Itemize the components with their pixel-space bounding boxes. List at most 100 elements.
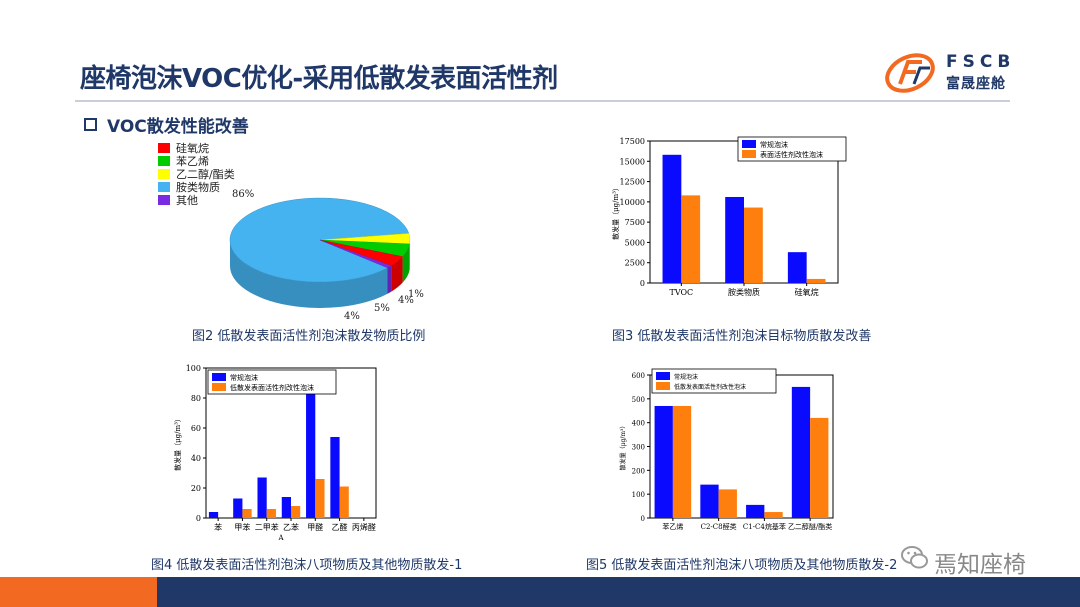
y-tick-label: 0 [196,514,201,523]
bar-regular-2 [257,477,267,518]
y-tick-label: 40 [191,454,201,463]
bar-regular-3 [791,386,811,518]
pie-side-4 [387,265,392,294]
bar-chart-svg-3: 0 100 200 300 400 500 600 散发量（μg/m³） 苯乙烯 C2-C8醛类 C… [619,368,834,531]
x-tick-label-2: 二甲苯 [255,522,279,532]
wechat-icon [901,546,928,569]
bar-regular-0 [208,512,219,518]
legend-box [651,368,777,394]
pie-legend-label-3: 胺类物质 [176,180,220,194]
y-tick-label: 20 [191,484,201,493]
x-tick-label-1: 胺类物质 [728,287,760,297]
y-axis-label: 散发量（μg/m³） [173,415,182,471]
x-tick-label-3: 乙二醇醚/酯类 [788,522,832,531]
caption-fig5: 图5 低散发表面活性剂泡沫八项物质及其他物质散发-2 [586,558,898,573]
pie-side-3 [230,240,388,308]
caption-fig3: 图3 低散发表面活性剂泡沫目标物质散发改善 [612,329,872,344]
pie-slice-4 [319,239,392,269]
y-tick-label: 600 [632,372,645,380]
legend-label-0: 常规泡沫 [674,373,698,381]
y-tick-label: 17500 [620,137,645,146]
legend-swatch-0 [212,373,226,381]
pie-legend-swatch-2 [158,169,170,179]
legend-label-1: 低散发表面活性剂改性泡沫 [674,383,746,391]
bar-modified-3 [810,417,829,518]
x-tick-label-2: C1-C4烷基苯 [743,522,786,531]
x-axis-label: A [277,534,284,542]
pie-legend-label-2: 乙二醇/酯类 [176,167,235,181]
x-tick-label-0: 苯乙烯 [662,522,683,531]
legend-swatch-0 [656,372,670,380]
x-tick-label-2: 硅氧烷 [795,287,819,297]
legend-swatch-1 [656,382,670,390]
bar-chart-svg-1: 0 2500 5000 7500 10000 12500 15000 17500 散发量（μg/… [611,136,847,297]
caption-fig2: 图2 低散发表面活性剂泡沫散发物质比例 [192,329,426,344]
legend-label-1: 低散发表面活性剂改性泡沫 [230,383,314,392]
pie-side-1 [402,243,410,283]
legend-swatch-0 [742,140,756,148]
bar-regular-4 [306,392,316,518]
pie-value-label-3: 86% [232,189,254,200]
y-tick-label: 100 [186,364,201,373]
bar-regular-0 [654,405,673,518]
y-axis-label: 散发量（μg/m³） [611,184,620,240]
bar-regular-1 [725,196,744,283]
bar-chart-fig3: 0 2500 5000 7500 10000 12500 15000 17500 散发量（μg/… [610,133,850,308]
y-tick-label: 60 [191,424,201,433]
bar-modified-1 [744,207,763,283]
x-tick-label-1: 甲苯 [234,522,250,532]
bar-chart-fig4: 0 20 40 60 80 100 散发量（μg/m³） 苯 甲苯 二甲苯 乙苯 甲醛 乙醛 丙烯醛 A 常规… [170,362,380,542]
bar-regular-2 [787,252,807,283]
x-tick-label-6: 丙烯醛 [352,522,376,532]
bar-regular-3 [281,497,291,518]
y-tick-label: 5000 [625,238,645,247]
y-tick-label: 80 [191,394,201,403]
bar-modified-4 [315,479,325,518]
pie-legend-swatch-4 [158,195,170,205]
pie-legend-label-4: 其他 [176,194,198,207]
checkbox-square-icon [84,118,97,131]
y-tick-label: 500 [632,396,645,404]
legend-label-1: 表面活性剂改性泡沫 [760,150,823,159]
title-divider [75,100,1010,102]
footer-bar-orange [0,577,157,607]
bar-modified-1 [242,509,252,518]
y-tick-label: 0 [640,279,645,288]
y-tick-label: 0 [641,515,645,523]
pie-value-label-2: 4% [344,311,360,320]
x-tick-label-3: 乙苯 [283,522,299,532]
y-tick-label: 12500 [620,178,645,187]
fscb-logo-icon [885,53,935,93]
pie-legend-label-0: 硅氧烷 [176,141,209,155]
x-tick-label-1: C2-C8醛类 [701,522,737,531]
y-tick-label: 2500 [625,259,645,268]
watermark-text: 焉知座椅 [934,552,1026,578]
legend-box [207,369,337,395]
legend-label-0: 常规泡沫 [760,140,788,149]
bar-regular-1 [700,484,719,518]
y-tick-label: 300 [632,444,645,452]
pie-legend-label-1: 苯乙烯 [176,154,209,168]
x-tick-label-4: 甲醛 [307,522,323,532]
legend-label-0: 常规泡沫 [230,373,258,382]
section-heading-text: VOC散发性能改善 [107,117,249,137]
bar-chart-svg-2: 0 20 40 60 80 100 散发量（μg/m³） 苯 甲苯 二甲苯 乙苯 甲醛 乙醛 丙烯醛 A 常规… [173,364,377,542]
bar-regular-1 [233,498,243,518]
x-tick-label-0: TVOC [670,288,694,297]
pie-side-0 [391,256,403,292]
caption-fig4: 图4 低散发表面活性剂泡沫八项物质及其他物质散发-1 [151,558,463,573]
bar-modified-5 [339,486,349,518]
bar-modified-3 [291,506,301,518]
y-tick-label: 400 [632,420,645,428]
y-tick-label: 7500 [625,218,645,227]
y-tick-label: 200 [632,467,645,475]
y-axis-label: 散发量（μg/m³） [619,423,627,471]
pie-legend-swatch-3 [158,182,170,192]
section-heading: VOC散发性能改善 [84,112,249,137]
bar-modified-2 [764,512,783,518]
footer-bar-navy [157,577,1080,607]
logo-text-en: FSCB [946,52,1016,72]
x-tick-label-0: 苯 [214,522,222,532]
pie-value-label-4: 1% [408,289,424,300]
